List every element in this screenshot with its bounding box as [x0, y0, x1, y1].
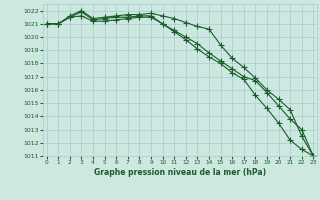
X-axis label: Graphe pression niveau de la mer (hPa): Graphe pression niveau de la mer (hPa): [94, 168, 266, 177]
